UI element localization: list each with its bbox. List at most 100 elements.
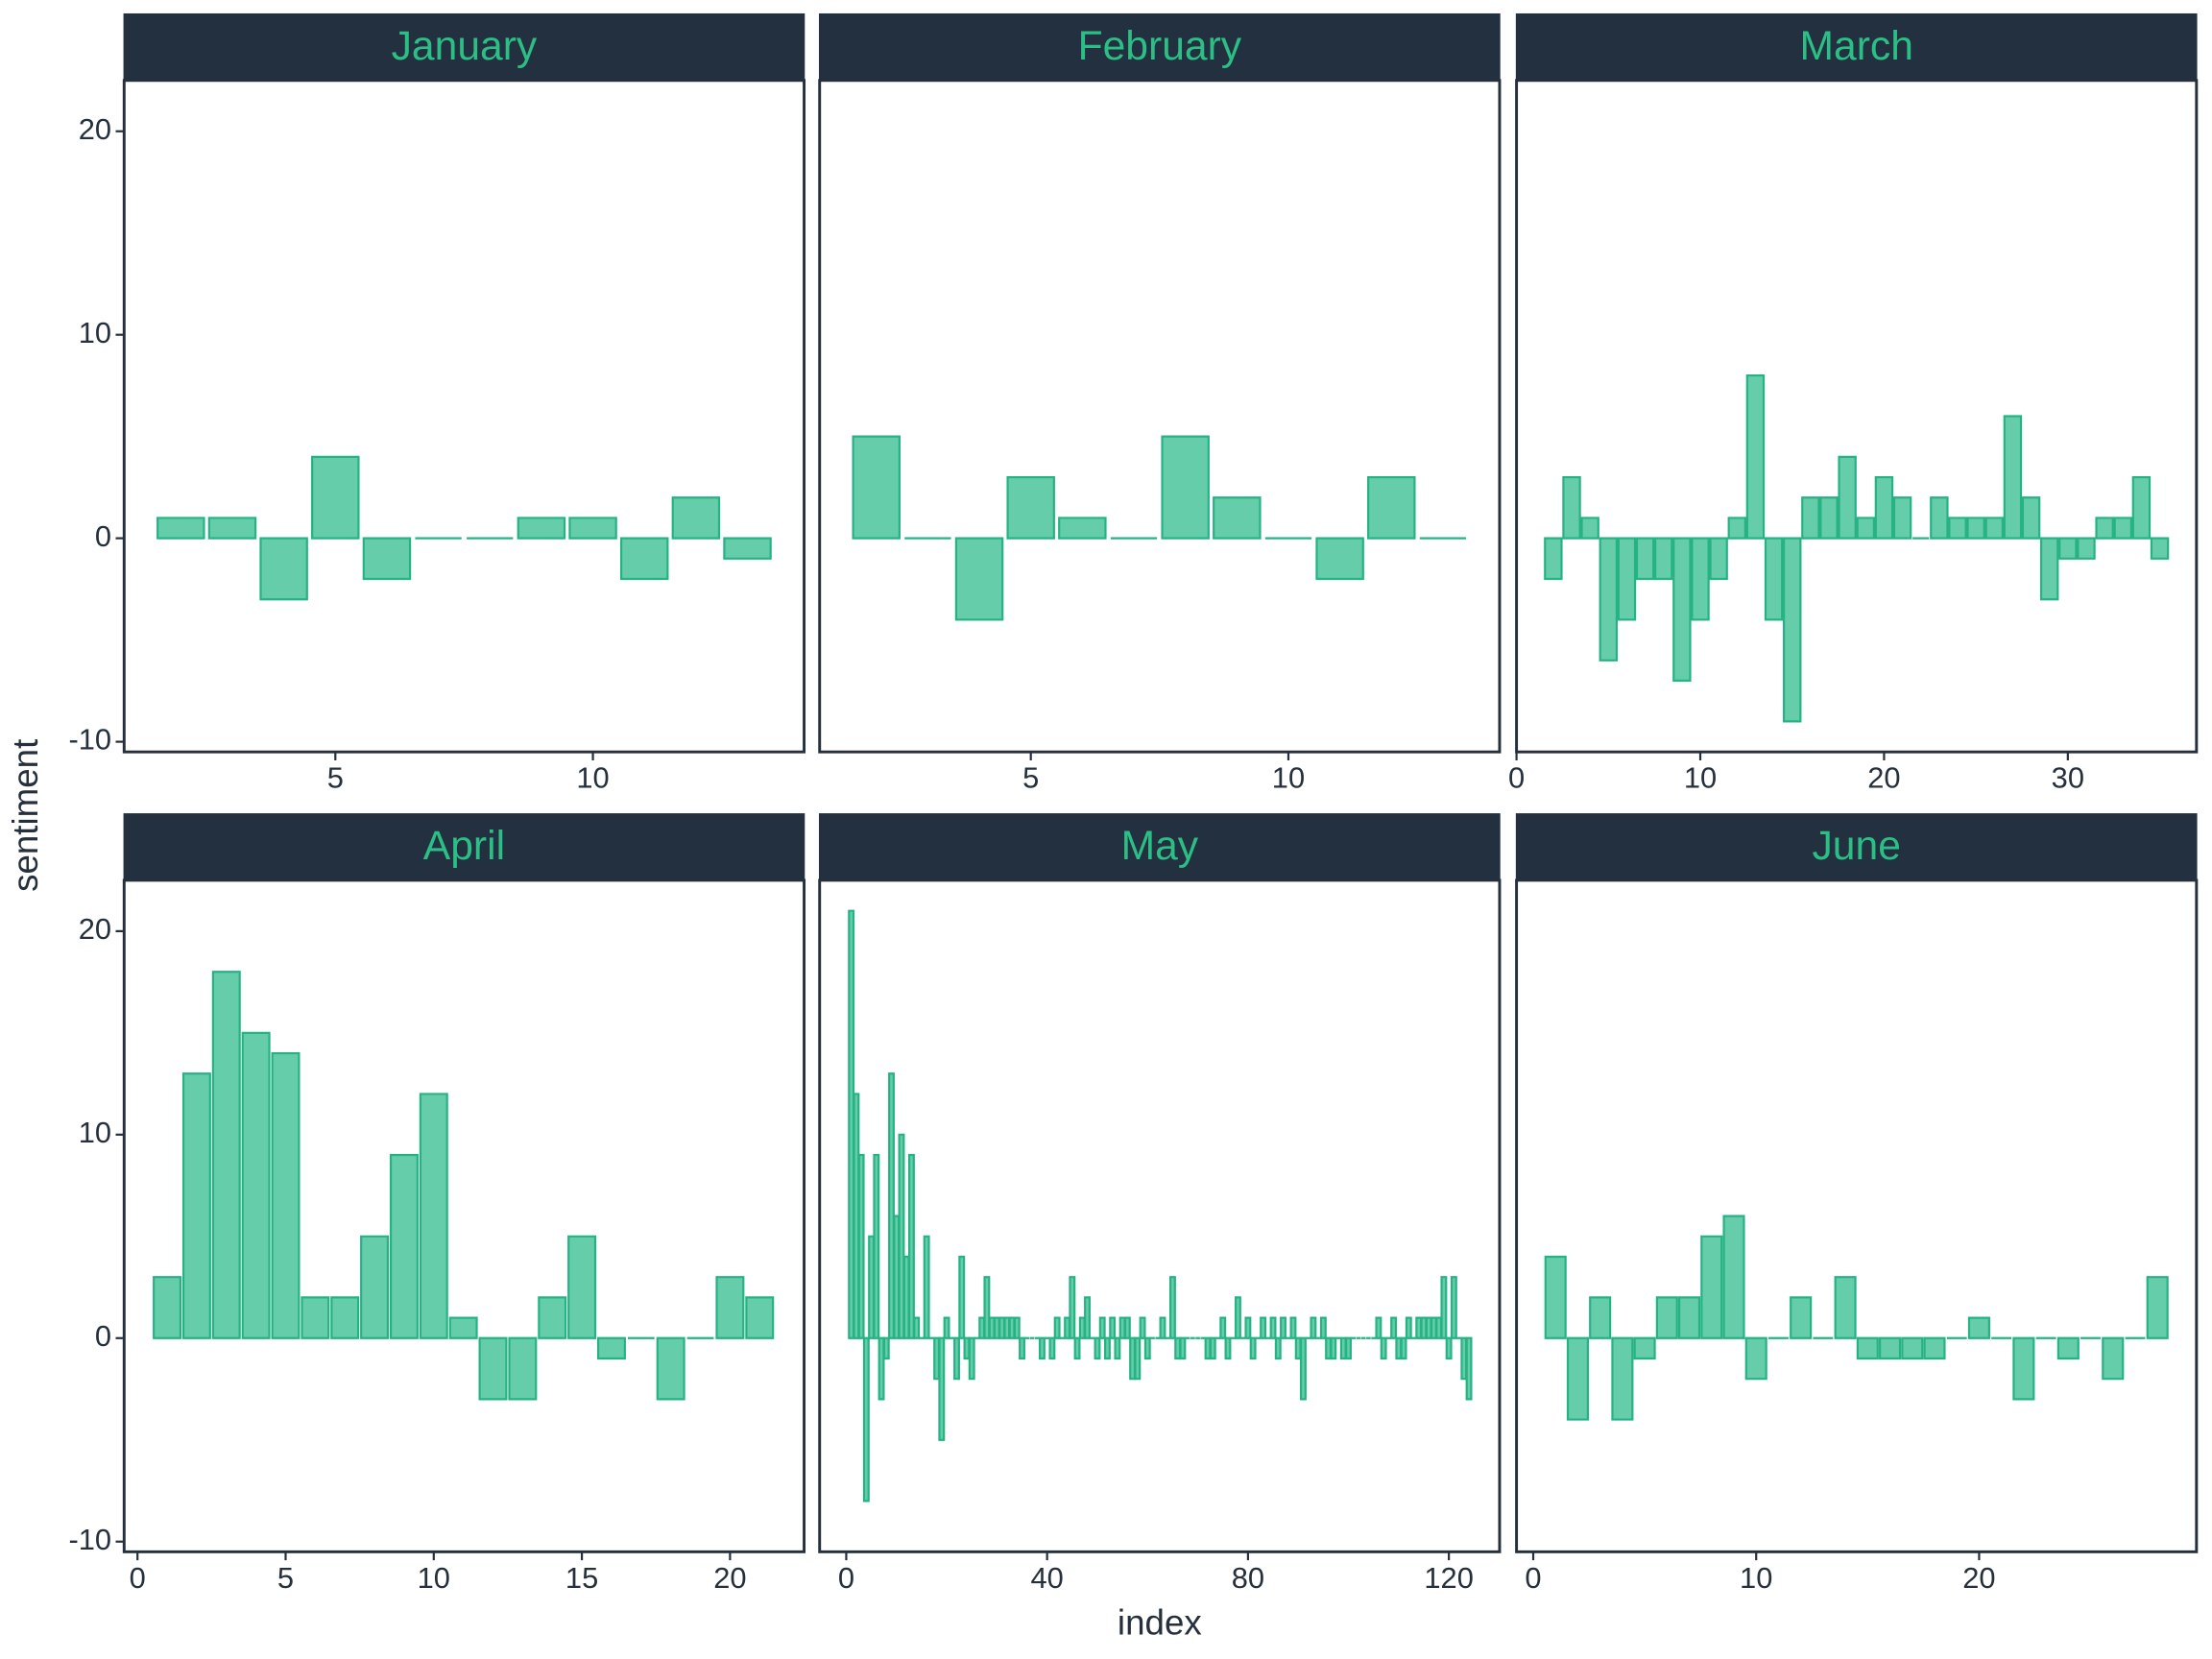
bar xyxy=(389,1153,419,1339)
bar xyxy=(1006,475,1055,540)
bar xyxy=(1655,1296,1678,1339)
bar xyxy=(1234,1296,1241,1339)
bar xyxy=(1003,1316,1011,1339)
bar xyxy=(1445,1336,1453,1360)
bar xyxy=(1260,1316,1267,1339)
bar xyxy=(1405,1316,1412,1339)
bar xyxy=(857,1153,865,1339)
bar xyxy=(1966,517,1985,540)
x-tick-label: 20 xyxy=(713,1561,746,1595)
bar xyxy=(1544,1255,1567,1339)
bar xyxy=(1390,1316,1398,1339)
bar xyxy=(1380,1336,1387,1360)
bar xyxy=(913,1316,921,1339)
bar xyxy=(508,1336,538,1401)
bar xyxy=(1435,1316,1443,1339)
bar xyxy=(360,1235,390,1339)
bar xyxy=(1367,475,1416,540)
bar xyxy=(1878,1336,1902,1360)
bar xyxy=(1123,1316,1131,1339)
bar xyxy=(1745,373,1766,540)
bar xyxy=(1204,1336,1212,1360)
bar xyxy=(1834,1276,1857,1339)
x-tick-label: 5 xyxy=(1022,761,1039,795)
x-tick-label: 5 xyxy=(327,761,344,795)
bar xyxy=(419,1093,448,1339)
bar xyxy=(1700,1235,1723,1339)
bar xyxy=(1709,537,1728,581)
bar xyxy=(1838,455,1857,540)
bar xyxy=(2146,1276,2169,1339)
panel-border xyxy=(818,79,1502,754)
bar xyxy=(478,1336,508,1401)
bar xyxy=(862,1336,870,1503)
panel-border xyxy=(122,79,806,754)
bar xyxy=(898,1133,905,1339)
x-tick-label: 30 xyxy=(2052,761,2084,795)
bar xyxy=(153,1276,182,1339)
bar xyxy=(2021,496,2041,540)
bar xyxy=(853,1093,860,1339)
bar xyxy=(2131,475,2152,540)
panel-title: January xyxy=(392,23,538,69)
bar xyxy=(1053,1316,1061,1339)
bar xyxy=(671,496,721,540)
bar xyxy=(1048,1336,1056,1360)
bar xyxy=(902,1255,910,1339)
bar xyxy=(1294,1336,1302,1360)
bar xyxy=(1073,1336,1081,1360)
x-tick-label: 0 xyxy=(1508,761,1525,795)
bar xyxy=(1874,475,1894,540)
y-axis-title: sentiment xyxy=(6,739,45,892)
y-tick-label: 20 xyxy=(79,112,111,146)
bar xyxy=(938,1336,946,1441)
bar xyxy=(1460,1336,1468,1381)
bar xyxy=(207,517,257,540)
panel-title: June xyxy=(1813,823,1901,869)
x-tick-label: 10 xyxy=(1740,1561,1772,1595)
bar xyxy=(1274,1336,1282,1360)
bar xyxy=(156,517,205,540)
bar xyxy=(2058,537,2078,560)
bar xyxy=(1566,1336,1590,1421)
strip xyxy=(123,813,805,881)
bar xyxy=(1064,1316,1071,1339)
bar xyxy=(211,971,241,1339)
x-tick-label: 0 xyxy=(130,1561,146,1595)
x-tick-label: 10 xyxy=(576,761,609,795)
bar xyxy=(1691,537,1710,621)
bar xyxy=(1244,1316,1252,1339)
bar xyxy=(1856,517,1876,540)
bar xyxy=(1375,1316,1382,1339)
bar xyxy=(1069,1276,1076,1339)
bar xyxy=(852,435,901,540)
bar xyxy=(998,1316,1006,1339)
bar xyxy=(1967,1316,1990,1339)
bar xyxy=(1109,1316,1117,1339)
bar xyxy=(1280,1316,1286,1339)
y-tick-label: 0 xyxy=(95,1319,111,1353)
bar xyxy=(1325,1336,1333,1360)
bar xyxy=(2077,537,2096,560)
bar xyxy=(1118,1316,1126,1339)
panel-border xyxy=(122,878,806,1553)
bar xyxy=(1722,1214,1745,1339)
bar xyxy=(2039,537,2059,601)
bar xyxy=(2003,415,2023,540)
bar xyxy=(943,1316,950,1339)
bar xyxy=(1672,537,1692,683)
strip xyxy=(123,12,805,82)
bar xyxy=(1654,537,1673,581)
bar xyxy=(1984,517,2004,540)
bar xyxy=(1174,1336,1182,1360)
bar xyxy=(848,909,855,1339)
bar xyxy=(1430,1316,1437,1339)
bar xyxy=(1677,1296,1701,1339)
bar xyxy=(1611,1336,1634,1421)
bar xyxy=(241,1031,271,1339)
bar xyxy=(1129,1336,1137,1381)
bar xyxy=(1948,517,1967,540)
bar xyxy=(1008,1316,1016,1339)
bar xyxy=(1179,1336,1187,1360)
x-tick-label: 80 xyxy=(1232,1561,1264,1595)
